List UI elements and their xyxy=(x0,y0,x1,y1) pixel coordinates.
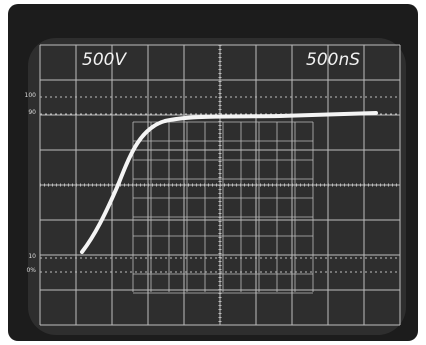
graticule-label: 10 xyxy=(28,253,36,260)
graticule-label: 90 xyxy=(28,109,36,116)
volts-per-div: 500V xyxy=(82,50,127,70)
graticule-label: 0% xyxy=(26,267,36,274)
time-per-div: 500nS xyxy=(306,50,360,70)
graticule-label: 100 xyxy=(25,92,37,99)
oscilloscope-screen: 500V 500nS 100 90 10 0% xyxy=(0,0,426,345)
